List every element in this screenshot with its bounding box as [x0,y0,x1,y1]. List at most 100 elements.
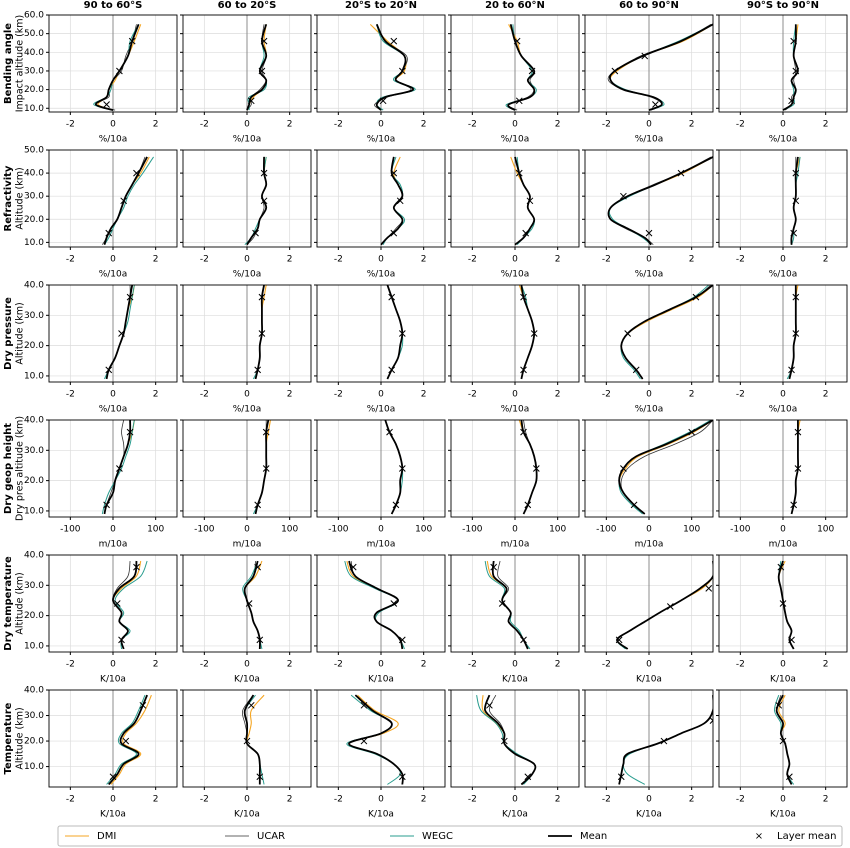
x-tick-label: 0 [780,795,786,805]
panel: -2 0 2 %/10a [448,14,580,145]
legend: DMI UCAR WEGC Mean × Layer mean [65,831,836,842]
x-axis-label: m/10a [233,540,262,550]
x-tick-label: -2 [200,390,209,400]
x-tick-label: 0 [378,120,384,130]
y-tick-label: 60.0 [24,11,44,21]
panel: 10.0 20.0 30.0 40.0 50.0 60.0 -2 0 2 %/10a [24,11,178,145]
x-tick-label: -100 [194,525,215,535]
y-tick-label: 20.0 [24,215,44,225]
x-tick-label: 0 [244,390,250,400]
lines [101,420,135,515]
y-tick-label: 40.0 [24,551,44,561]
lines [617,695,713,785]
layer-mean-marker [790,501,798,509]
panel: -2 0 2 %/10a [448,284,580,415]
x-tick-label: 0 [512,390,518,400]
y-tick-label: 10.0 [24,371,44,381]
layer-mean-marker [258,67,266,75]
panel: -2 0 2 %/10a [314,149,446,280]
axes-frame [182,689,312,788]
profile-line [609,23,713,111]
panel: -2 0 2 K/10a [716,689,848,820]
lines [244,156,268,246]
x-tick-label: -2 [468,120,477,130]
x-tick-label: 0 [110,525,116,535]
layer-mean-marker [611,67,619,75]
layer-mean-marker [794,465,802,472]
x-axis-label: m/10a [99,540,128,550]
panel: -2 0 2 %/10a [314,284,446,415]
lines [620,285,713,380]
column-title: 20°S to 20°N [345,0,417,11]
layer-mean-marker [615,636,623,644]
panel: 10.0 20.0 30.0 40.0 -2 0 2 K/10a [24,686,178,820]
lines [380,156,406,246]
layer-mean-marker [490,563,498,571]
x-tick-label: 0 [244,660,250,670]
axes-frame [182,149,312,248]
y-tick-label: 10.0 [24,238,44,248]
axes-frame [718,149,848,248]
layer-mean-marker [122,737,130,745]
x-tick-label: -100 [730,525,751,535]
layer-mean-marker [118,330,125,337]
x-axis-label: %/10a [635,405,664,415]
layer-mean-marker [247,701,255,709]
x-tick-label: -2 [736,390,745,400]
x-tick-label: 0 [512,120,518,130]
axes-frame [182,14,312,113]
profile-line [95,24,137,111]
panel: -2 0 2 %/10a [582,284,714,415]
profile-line [609,23,713,111]
lines [782,24,800,111]
lines [607,23,713,111]
axes-frame [48,14,178,113]
profile-line [243,694,261,785]
panel: -2 0 2 K/10a [180,554,312,685]
layer-mean-marker [105,366,113,374]
layer-mean-marker [113,600,121,607]
layer-mean-marker [262,465,270,472]
y-tick-label: 10.0 [24,506,44,516]
axes-frame [450,689,580,788]
x-tick-label: 2 [555,660,561,670]
layer-mean-marker [792,293,800,301]
y-tick-label: 20.0 [24,476,44,486]
axes-frame [48,284,178,383]
axes-frame [718,419,848,518]
profile-line [97,24,142,111]
axes-frame [48,554,178,653]
lines [369,23,416,111]
profile-line [607,156,713,246]
x-tick-label: 2 [421,255,427,265]
layer-mean-marker [390,169,398,177]
legend-label: UCAR [257,831,285,842]
axes-frame [584,419,714,518]
layer-mean-marker [666,603,674,610]
x-tick-label: -2 [200,120,209,130]
layer-mean-marker [526,197,534,205]
profile-line [101,420,135,515]
x-axis-label: %/10a [635,270,664,280]
profile-line [507,24,536,111]
y-tick-label: 40.0 [24,416,44,426]
profile-line [348,694,404,785]
layer-mean-marker [103,101,110,108]
x-tick-label: -2 [334,390,343,400]
x-axis-label: %/10a [501,270,530,280]
profile-line [616,561,713,650]
x-axis-label: K/10a [636,810,662,820]
layer-mean-marker [530,330,538,337]
layer-mean-marker [660,737,668,745]
y-tick-label: 30.0 [24,66,44,76]
layer-mean-marker [645,229,653,237]
layer-mean-marker [779,737,787,745]
row-label: Temperature [3,702,14,774]
x-tick-label: -2 [602,660,611,670]
axes-frame [182,284,312,383]
axes-frame [584,554,714,653]
x-tick-label: 0 [378,660,384,670]
layer-mean-marker [515,169,523,177]
layer-mean-marker [128,37,136,45]
layer-mean-marker [392,501,400,509]
